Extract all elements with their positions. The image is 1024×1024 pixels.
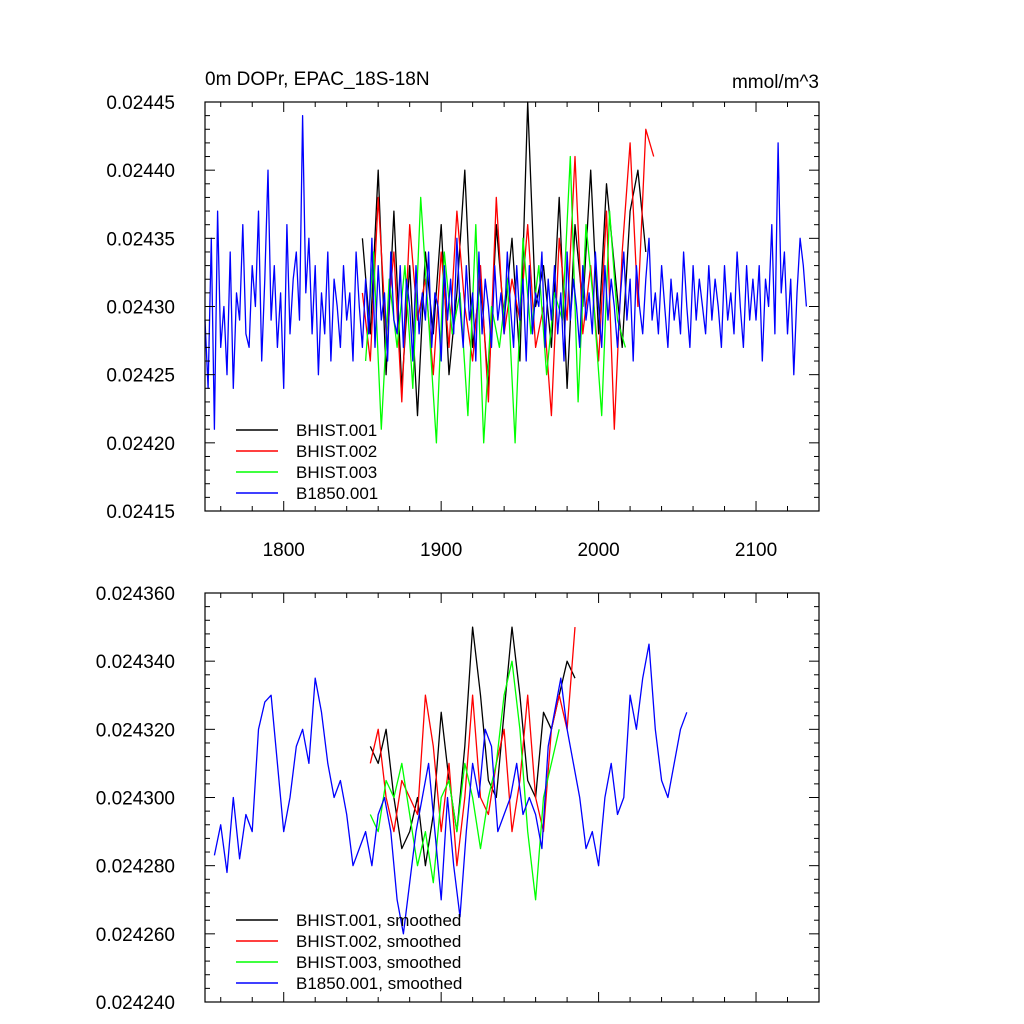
- top-series-line-3: [364, 155, 627, 444]
- top-legend-label-3: BHIST.003: [296, 463, 377, 482]
- bottom-y-tick-label: 0.024240: [96, 993, 175, 1014]
- top-legend-label-4: B1850.001: [296, 484, 378, 503]
- bottom-series-line-3: [369, 660, 560, 901]
- top-x-tick-label: 1900: [420, 540, 462, 561]
- top-series-group: [204, 101, 808, 444]
- top-panel: 0.02415 0.02420 0.02425 0.02430 0.02435 0.024…: [106, 69, 820, 561]
- bottom-legend-label-2: BHIST.002, smoothed: [296, 932, 461, 951]
- bottom-y-tick-label: 0.024300: [96, 789, 175, 810]
- top-y-tick-label: 0.02445: [106, 93, 175, 114]
- bottom-series-line-2: [369, 627, 576, 867]
- top-y-tick-label: 0.02420: [106, 434, 175, 455]
- bottom-y-tick-label: 0.024320: [96, 720, 175, 741]
- top-x-tick-label: 2000: [577, 540, 619, 561]
- top-x-tick-label: 2100: [735, 540, 777, 561]
- bottom-y-tick-label: 0.024260: [96, 925, 175, 946]
- bottom-legend-label-3: BHIST.003, smoothed: [296, 953, 461, 972]
- bottom-series-line-4: [213, 643, 688, 935]
- bottom-legend: BHIST.001, smoothed BHIST.002, smoothed BH…: [236, 911, 462, 993]
- top-y-tick-label: 0.02430: [106, 298, 175, 319]
- bottom-panel: 0.024240 0.024260 0.024280 0.024300 0.024320…: [96, 584, 820, 1014]
- top-y-tick-label: 0.02425: [106, 366, 175, 387]
- top-legend-label-2: BHIST.002: [296, 442, 377, 461]
- bottom-axis-ticks: 0.024240 0.024260 0.024280 0.024300 0.024320…: [96, 584, 820, 1014]
- bottom-y-tick-label: 0.024340: [96, 652, 175, 673]
- top-axis-ticks: 0.02415 0.02420 0.02425 0.02430 0.02435 0.024…: [106, 93, 820, 561]
- bottom-legend-label-1: BHIST.001, smoothed: [296, 911, 461, 930]
- bottom-series-group: [213, 626, 688, 935]
- bottom-legend-label-4: B1850.001, smoothed: [296, 974, 462, 993]
- top-y-tick-label: 0.02440: [106, 161, 175, 182]
- bottom-y-tick-label: 0.024360: [96, 584, 175, 605]
- top-units-label: mmol/m^3: [732, 72, 819, 93]
- top-series-line-4: [204, 114, 808, 430]
- top-y-tick-label: 0.02415: [106, 502, 175, 523]
- top-y-tick-label: 0.02435: [106, 229, 175, 250]
- top-x-tick-label: 1800: [263, 540, 305, 561]
- bottom-y-tick-label: 0.024280: [96, 857, 175, 878]
- top-chart-title: 0m DOPr, EPAC_18S-18N: [205, 69, 430, 90]
- top-legend-label-1: BHIST.001: [296, 421, 377, 440]
- bottom-series-line-1: [369, 626, 576, 867]
- top-legend: BHIST.001 BHIST.002 BHIST.003 B1850.001: [236, 421, 378, 503]
